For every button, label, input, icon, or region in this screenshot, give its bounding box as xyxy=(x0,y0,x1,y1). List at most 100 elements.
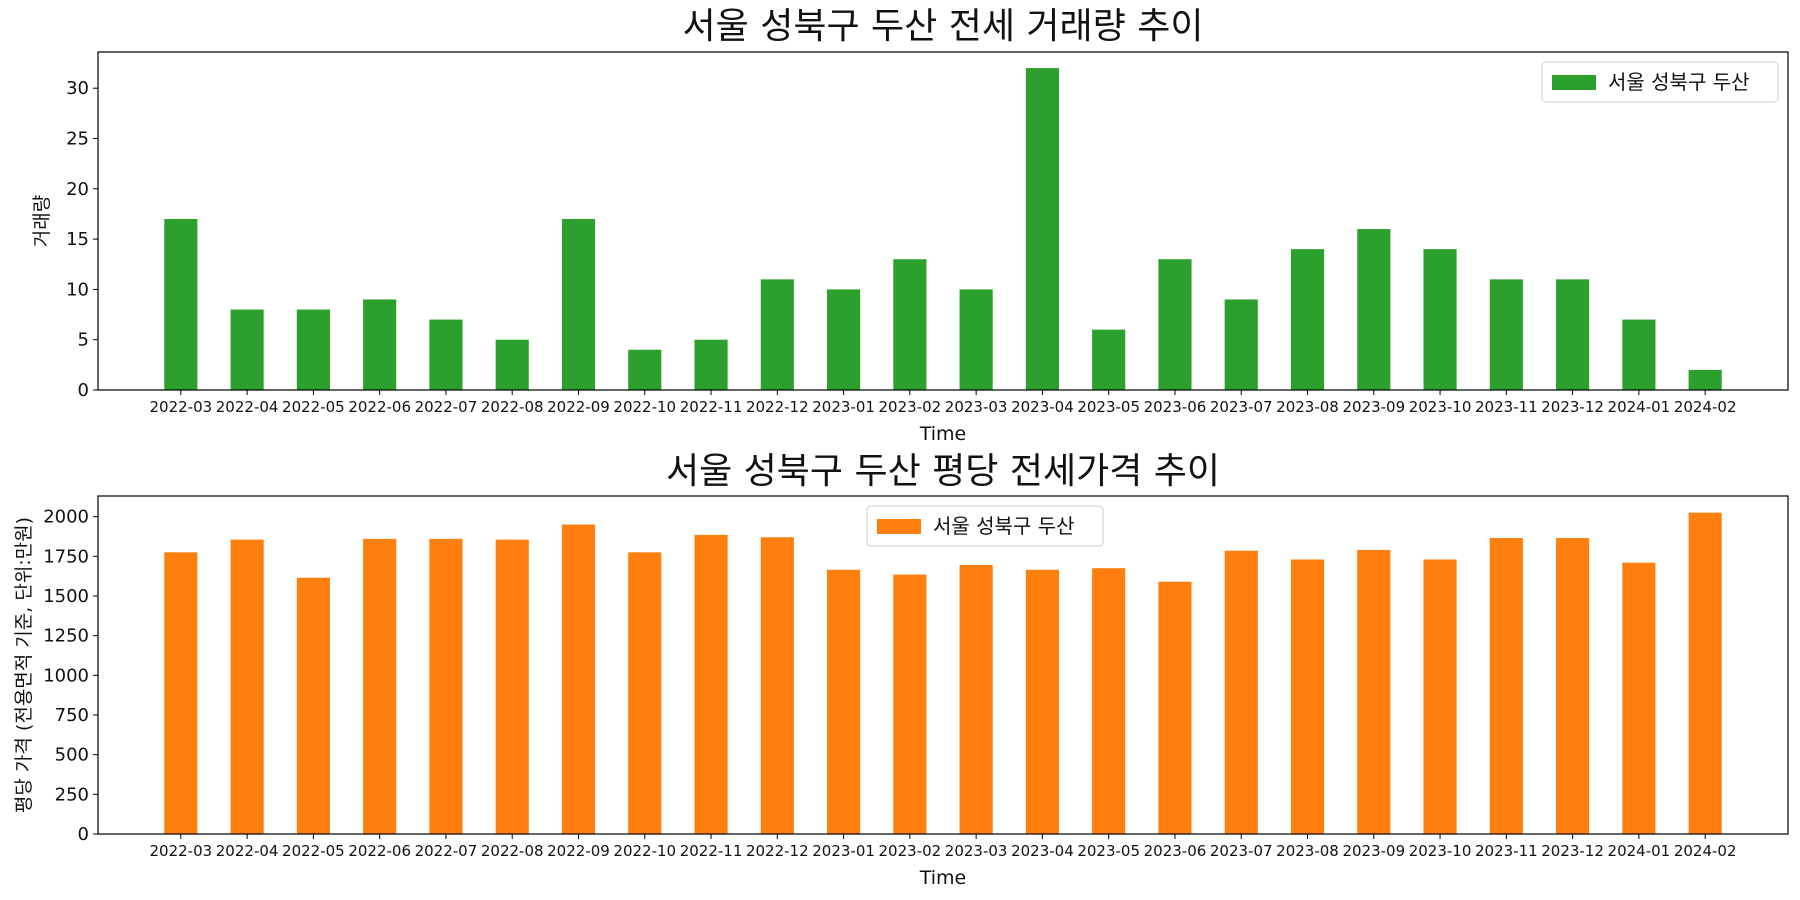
bar-2023-05 xyxy=(1092,329,1126,390)
bar-2023-06 xyxy=(1158,581,1192,834)
x-tick-label: 2023-05 xyxy=(1077,398,1140,416)
legend: 서울 성북구 두산 xyxy=(1541,61,1779,103)
bar-2023-04 xyxy=(1025,569,1059,834)
x-tick-label: 2023-12 xyxy=(1541,842,1604,860)
y-tick-label: 750 xyxy=(55,705,89,726)
x-tick-label: 2024-02 xyxy=(1674,842,1737,860)
y-tick-label: 2000 xyxy=(43,507,89,528)
x-tick-label: 2022-12 xyxy=(746,398,809,416)
y-tick-label: 1750 xyxy=(43,546,89,567)
x-tick-label: 2023-10 xyxy=(1409,842,1472,860)
x-tick-label: 2023-02 xyxy=(879,842,942,860)
x-tick-label: 2023-09 xyxy=(1342,842,1405,860)
x-tick-label: 2022-05 xyxy=(282,398,345,416)
bar-2023-10 xyxy=(1423,249,1457,390)
legend-label: 서울 성북구 두산 xyxy=(933,514,1075,538)
x-tick-label: 2023-11 xyxy=(1475,842,1538,860)
x-tick-label: 2023-01 xyxy=(812,842,875,860)
bar-2022-07 xyxy=(429,538,463,834)
bar-2022-06 xyxy=(363,538,397,834)
bar-2023-03 xyxy=(959,289,993,390)
bar-2022-07 xyxy=(429,319,463,390)
x-tick-label: 2022-10 xyxy=(613,398,676,416)
x-tick-label: 2022-11 xyxy=(680,842,743,860)
x-axis-label: Time xyxy=(919,867,967,889)
bar-2023-12 xyxy=(1556,279,1590,390)
legend-label: 서울 성북구 두산 xyxy=(1608,70,1750,94)
bar-2022-11 xyxy=(694,339,728,390)
bar-2022-08 xyxy=(495,339,529,390)
bar-2022-05 xyxy=(296,309,330,390)
x-tick-label: 2023-04 xyxy=(1011,398,1074,416)
bar-2023-06 xyxy=(1158,259,1192,390)
bar-2023-02 xyxy=(893,259,927,390)
x-tick-label: 2023-03 xyxy=(945,842,1008,860)
bar-2023-07 xyxy=(1224,550,1258,834)
x-tick-label: 2022-11 xyxy=(680,398,743,416)
bar-2023-07 xyxy=(1224,299,1258,390)
bar-2022-12 xyxy=(760,279,794,390)
x-tick-label: 2023-09 xyxy=(1342,398,1405,416)
bar-2023-03 xyxy=(959,565,993,834)
y-axis-label: 거래량 xyxy=(31,195,53,247)
chart-1: 서울 성북구 두산 전세 거래량 추이 2022-03 2022-04 2022-05… xyxy=(31,6,1789,445)
x-tick-label: 2022-10 xyxy=(613,842,676,860)
y-tick-label: 0 xyxy=(78,824,89,845)
x-tick-label: 2022-07 xyxy=(415,842,478,860)
y-tick-label: 25 xyxy=(66,129,89,150)
plot-frame xyxy=(97,495,1789,835)
bar-2024-02 xyxy=(1688,369,1722,390)
x-tick-label: 2022-08 xyxy=(481,398,544,416)
legend-swatch xyxy=(877,519,921,534)
x-tick-label: 2024-01 xyxy=(1608,842,1671,860)
x-tick-label: 2024-02 xyxy=(1674,398,1737,416)
bar-2022-04 xyxy=(230,539,264,834)
bar-2023-04 xyxy=(1025,68,1059,390)
x-tick-label: 2023-12 xyxy=(1541,398,1604,416)
x-tick-label: 2023-08 xyxy=(1276,842,1339,860)
bar-2023-01 xyxy=(827,289,861,390)
y-axis-label: 평당 가격 (전용면적 기준, 단위:만원) xyxy=(13,517,35,813)
bar-2023-01 xyxy=(827,569,861,834)
y-tick-label: 30 xyxy=(66,78,89,99)
bar-2022-04 xyxy=(230,309,264,390)
x-tick-label: 2023-06 xyxy=(1144,398,1207,416)
x-tick-label: 2022-03 xyxy=(149,842,212,860)
bar-2023-05 xyxy=(1092,568,1126,834)
x-tick-label: 2023-11 xyxy=(1475,398,1538,416)
x-tick-label: 2022-09 xyxy=(547,842,610,860)
x-tick-label: 2023-02 xyxy=(879,398,942,416)
y-tick-label: 15 xyxy=(66,229,89,250)
bar-2023-10 xyxy=(1423,559,1457,834)
bar-2023-09 xyxy=(1357,229,1391,390)
x-tick-label: 2023-06 xyxy=(1144,842,1207,860)
bar-2023-11 xyxy=(1489,538,1523,834)
y-tick-label: 0 xyxy=(78,380,89,401)
bar-2022-03 xyxy=(164,218,198,390)
x-tick-label: 2022-07 xyxy=(415,398,478,416)
x-tick-label: 2022-09 xyxy=(547,398,610,416)
bar-2022-06 xyxy=(363,299,397,390)
y-tick-label: 1500 xyxy=(43,586,89,607)
x-tick-label: 2023-01 xyxy=(812,398,875,416)
x-tick-label: 2024-01 xyxy=(1608,398,1671,416)
chart-title: 서울 성북구 두산 평당 전세가격 추이 xyxy=(666,451,1220,492)
x-tick-label: 2023-07 xyxy=(1210,842,1273,860)
bar-2023-09 xyxy=(1357,549,1391,834)
bar-2024-02 xyxy=(1688,512,1722,834)
bar-2022-03 xyxy=(164,552,198,834)
x-tick-label: 2022-04 xyxy=(216,398,279,416)
x-tick-label: 2022-08 xyxy=(481,842,544,860)
y-tick-label: 5 xyxy=(78,330,89,351)
x-tick-label: 2023-04 xyxy=(1011,842,1074,860)
legend-box xyxy=(866,505,1104,547)
bar-2022-10 xyxy=(628,349,662,390)
y-tick-label: 1000 xyxy=(43,665,89,686)
bar-2023-12 xyxy=(1556,538,1590,834)
plot-frame xyxy=(97,51,1789,391)
y-tick-label: 1250 xyxy=(43,626,89,647)
bar-2022-09 xyxy=(561,524,596,834)
x-tick-label: 2023-10 xyxy=(1409,398,1472,416)
